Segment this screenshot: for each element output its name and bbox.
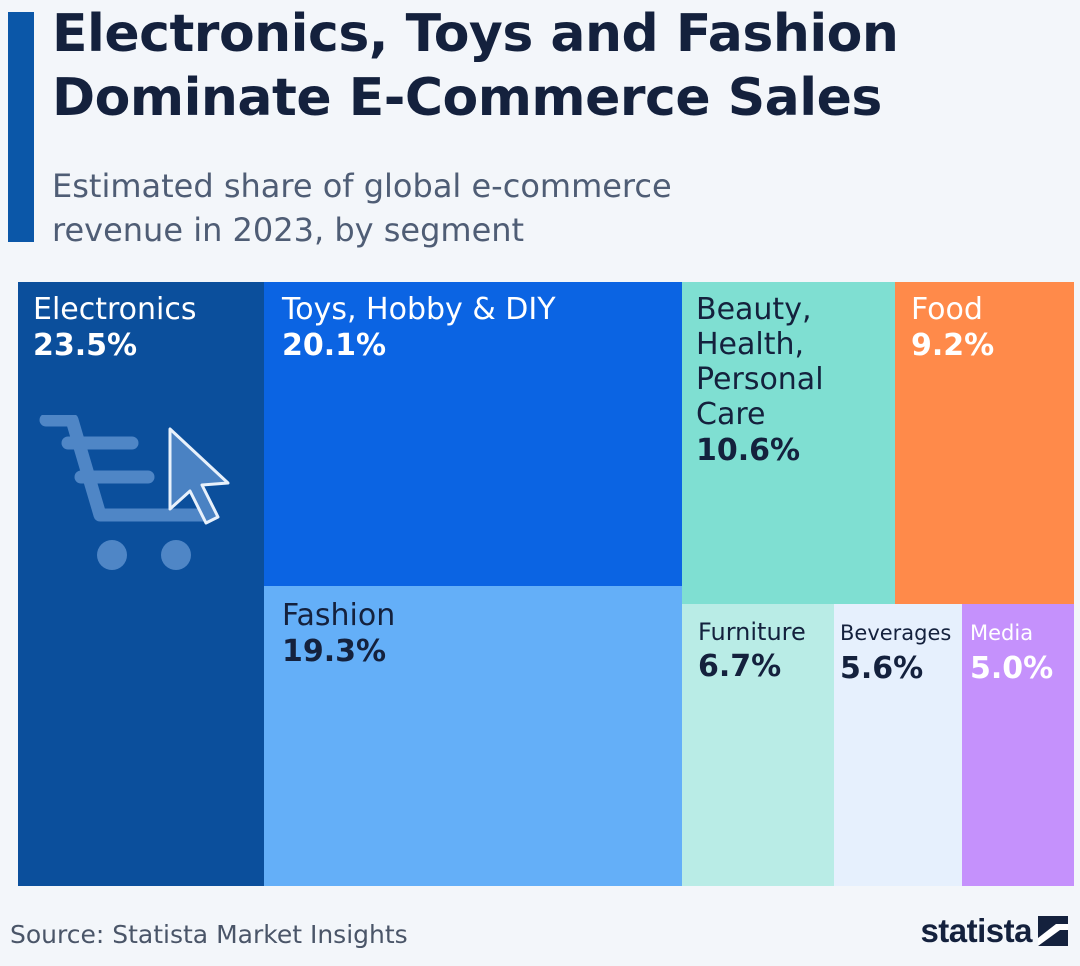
- segment-name: Electronics: [33, 292, 197, 327]
- source-note: Source: Statista Market Insights: [10, 920, 408, 949]
- title-accent-bar: [8, 12, 34, 242]
- segment-value: 19.3%: [282, 634, 387, 669]
- segment-name: Media: [970, 621, 1034, 645]
- statista-logo-icon: [1038, 916, 1068, 946]
- segment-value: 9.2%: [911, 328, 995, 363]
- segment-name: Furniture: [698, 618, 806, 646]
- segment-value: 10.6%: [696, 433, 801, 468]
- chart-title: Electronics, Toys and Fashion Dominate E…: [52, 4, 899, 128]
- treemap-tile-food: Food 9.2%: [895, 282, 1074, 604]
- segment-value: 5.6%: [840, 651, 924, 686]
- segment-name: Beauty, Health, Personal Care: [696, 292, 824, 432]
- segment-name: Fashion: [282, 598, 396, 633]
- segment-name: Toys, Hobby & DIY: [282, 292, 556, 327]
- segment-value: 20.1%: [282, 328, 387, 363]
- treemap-tile-beverages: Beverages 5.6%: [834, 604, 962, 886]
- treemap-chart: Electronics 23.5% Toys, Hobby & DIY 20.1% Fa…: [18, 282, 1074, 886]
- segment-value: 23.5%: [33, 328, 138, 363]
- segment-name: Food: [911, 292, 983, 327]
- treemap-tile-beauty-health-personal-care: Beauty, Health, Personal Care 10.6%: [682, 282, 895, 604]
- treemap-tile-media: Media 5.0%: [962, 604, 1074, 886]
- segment-value: 6.7%: [698, 649, 782, 684]
- treemap-tile-furniture: Furniture 6.7%: [682, 604, 834, 886]
- statista-logo: statista: [920, 912, 1068, 950]
- shopping-cart-icon: [39, 415, 230, 570]
- segment-value: 5.0%: [970, 651, 1054, 686]
- segment-name: Beverages: [840, 621, 952, 645]
- treemap-tile-fashion: Fashion 19.3%: [264, 586, 682, 886]
- mouse-cursor-icon: [168, 427, 230, 525]
- chart-subtitle: Estimated share of global e-commerce rev…: [52, 167, 672, 249]
- treemap-tile-toys-hobby-diy: Toys, Hobby & DIY 20.1%: [264, 282, 682, 586]
- brand-name: statista: [920, 912, 1032, 949]
- treemap-tile-electronics: Electronics 23.5%: [18, 282, 264, 886]
